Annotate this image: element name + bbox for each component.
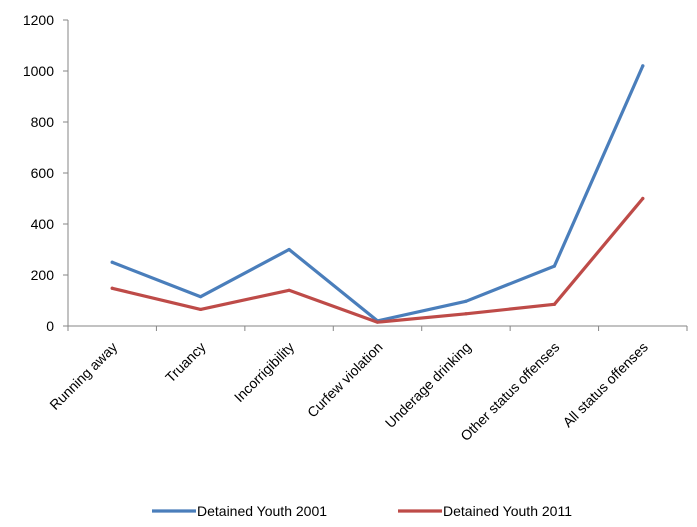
y-axis-ticks: 0 200 400 600 800 1000 1200 (23, 12, 68, 334)
data-point (641, 196, 645, 201)
y-tick-label: 200 (31, 267, 55, 283)
x-axis-labels: Running away Truancy Incorrigibility Curfew… (46, 339, 651, 444)
data-point (287, 247, 291, 252)
data-point (464, 299, 468, 303)
x-category-label: Curfew violation (304, 339, 386, 421)
data-point (199, 307, 203, 312)
data-point (641, 64, 645, 68)
x-category-label: Underage drinking (382, 339, 474, 431)
x-category-label: Incorrigibility (231, 339, 297, 405)
legend-label-1: Detained Youth 2001 (197, 503, 327, 519)
data-point (464, 312, 468, 316)
data-point (375, 320, 380, 324)
data-point (287, 288, 291, 292)
data-point (110, 286, 114, 290)
y-tick-label: 800 (31, 114, 55, 130)
y-tick-label: 1000 (23, 63, 54, 79)
data-point (552, 264, 556, 268)
x-category-label: Other status offenses (457, 339, 562, 444)
data-point (110, 260, 114, 264)
data-point (552, 302, 556, 306)
y-tick-label: 0 (46, 318, 54, 334)
series-line-1 (110, 64, 645, 323)
y-tick-label: 1200 (23, 12, 54, 28)
x-category-label: Running away (46, 339, 120, 413)
y-tick-label: 400 (31, 216, 55, 232)
x-category-label: All status offenses (559, 339, 650, 430)
x-category-label: Truancy (162, 339, 209, 386)
legend: Detained Youth 2001 Detained Youth 2011 (152, 503, 572, 519)
y-tick-label: 600 (31, 165, 55, 181)
series-lines (110, 64, 645, 324)
legend-label-2: Detained Youth 2011 (443, 503, 572, 519)
data-point (199, 295, 203, 299)
series-line-2 (110, 196, 645, 324)
